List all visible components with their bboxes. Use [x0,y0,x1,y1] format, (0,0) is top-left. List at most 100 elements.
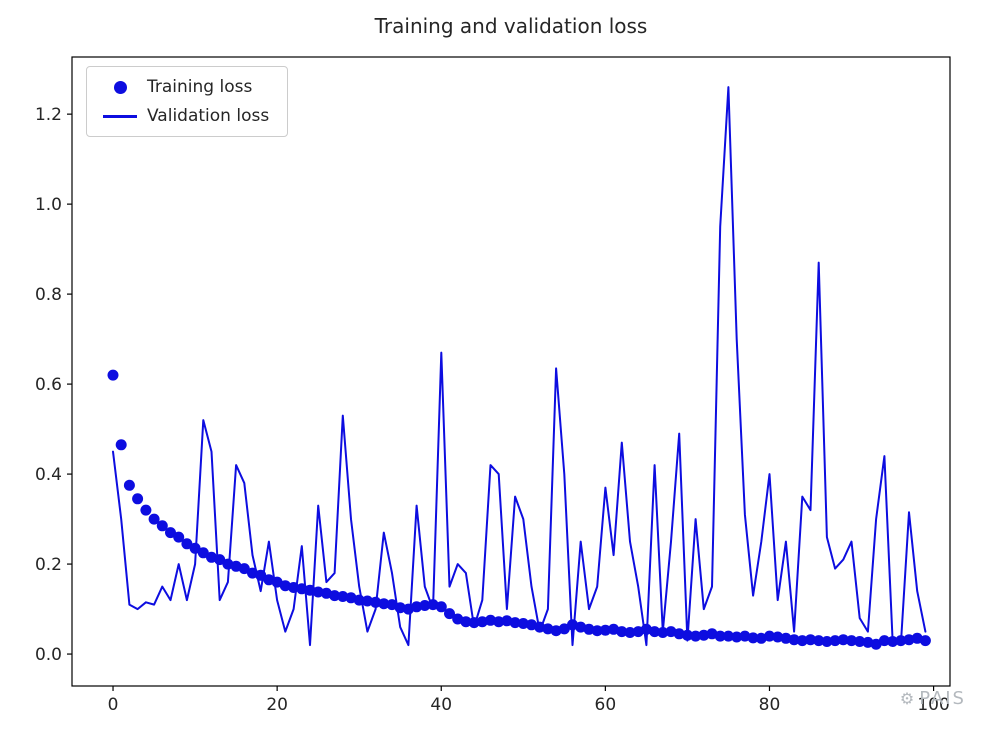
training-loss-dot [550,625,562,637]
training-loss-dot [747,632,759,644]
legend-marker-cell [97,114,143,118]
legend: Training loss Validation loss [86,66,289,137]
training-loss-dot [739,630,751,642]
legend-item-training: Training loss [97,77,269,97]
training-loss-dot [189,542,201,554]
training-loss-dot [148,513,160,525]
training-loss-dot [837,634,849,646]
training-loss-dot [353,594,365,606]
training-loss-dots [107,369,931,650]
plot-border [71,56,951,687]
training-loss-dot [854,636,866,647]
training-loss-dot [772,631,784,643]
legend-marker-cell [97,80,143,94]
training-loss-dot [517,618,529,629]
watermark-text: PAIS [919,688,966,709]
training-loss-dot [238,563,250,575]
training-loss-dot [731,631,743,643]
training-loss-dot [821,636,833,647]
x-axis: 0 20 40 60 80 100 [108,686,950,715]
training-loss-dot [558,623,570,635]
training-loss-dot [542,623,554,635]
training-loss-dot [370,596,382,608]
training-loss-dot [115,439,127,451]
training-loss-dot [764,630,775,642]
training-loss-dot [427,599,439,611]
training-loss-dot [895,635,907,647]
training-loss-dot [140,504,152,516]
legend-label-training: Training loss [147,77,253,97]
training-loss-dot [575,621,587,633]
training-loss-dot [296,583,308,595]
training-loss-dot [337,591,349,602]
legend-label-validation: Validation loss [147,106,270,126]
chart-title: Training and validation loss [374,14,648,38]
x-tick-label: 20 [266,695,288,715]
training-loss-dot [419,600,431,611]
training-loss-dot [485,614,496,626]
training-loss-dot [476,616,488,628]
training-loss-dot [361,595,373,607]
training-loss-dot [132,493,144,505]
training-loss-dot [616,626,628,638]
training-loss-dot [279,580,291,592]
training-loss-dot [288,582,300,593]
training-loss-dot [411,601,423,613]
y-tick-label: 1.2 [35,105,62,125]
training-loss-dot [788,634,800,646]
y-axis: 0.0 0.2 0.4 0.6 0.8 1.0 1.2 [35,105,72,665]
training-loss-dot [123,479,135,491]
training-loss-dot [255,569,267,581]
y-tick-label: 0.0 [35,645,62,665]
legend-item-validation: Validation loss [97,106,269,126]
training-loss-dot [534,621,546,633]
training-loss-dot [271,576,283,588]
validation-line-marker-icon [103,114,137,118]
training-loss-dot [722,630,734,642]
training-loss-dot [870,638,882,650]
training-loss-dot [460,616,472,628]
training-dot-marker-icon [113,80,127,94]
training-loss-dot [714,630,726,642]
training-loss-dot [509,617,521,629]
x-tick-label: 100 [917,695,949,715]
x-tick-label: 80 [759,695,781,715]
training-loss-dot [796,635,808,647]
watermark: ⚙ PAIS [900,688,966,709]
training-loss-dot [304,584,316,596]
x-tick-label: 0 [108,695,119,715]
training-loss-dot [862,636,874,648]
training-loss-dot [583,623,595,635]
training-loss-dot [173,531,185,543]
training-loss-dot [181,538,193,550]
training-loss-dot [378,598,390,610]
training-loss-dot [435,601,447,613]
training-loss-dot [214,554,226,566]
training-loss-dot [829,635,841,647]
training-loss-dot [501,615,513,627]
training-loss-dot [107,369,119,381]
training-loss-dot [903,634,915,646]
y-tick-label: 0.2 [35,555,62,575]
training-loss-dot [591,625,603,637]
validation-loss-line [112,86,927,647]
y-tick-label: 1.0 [35,195,62,215]
training-loss-dot [197,547,209,559]
training-loss-dot [919,635,931,647]
training-loss-dot [846,635,857,647]
x-tick-label: 40 [430,695,452,715]
training-loss-dot [878,635,890,647]
training-loss-dot [444,608,455,620]
training-loss-dot [165,527,176,539]
training-loss-dot [673,628,685,640]
training-loss-dot [493,616,505,628]
training-loss-dot [805,634,816,646]
training-loss-dot [468,617,480,629]
y-tick-label: 0.4 [35,465,62,485]
training-loss-dot [599,624,611,636]
training-loss-dot [624,627,636,638]
training-loss-dot [887,636,899,647]
y-tick-label: 0.8 [35,285,62,305]
